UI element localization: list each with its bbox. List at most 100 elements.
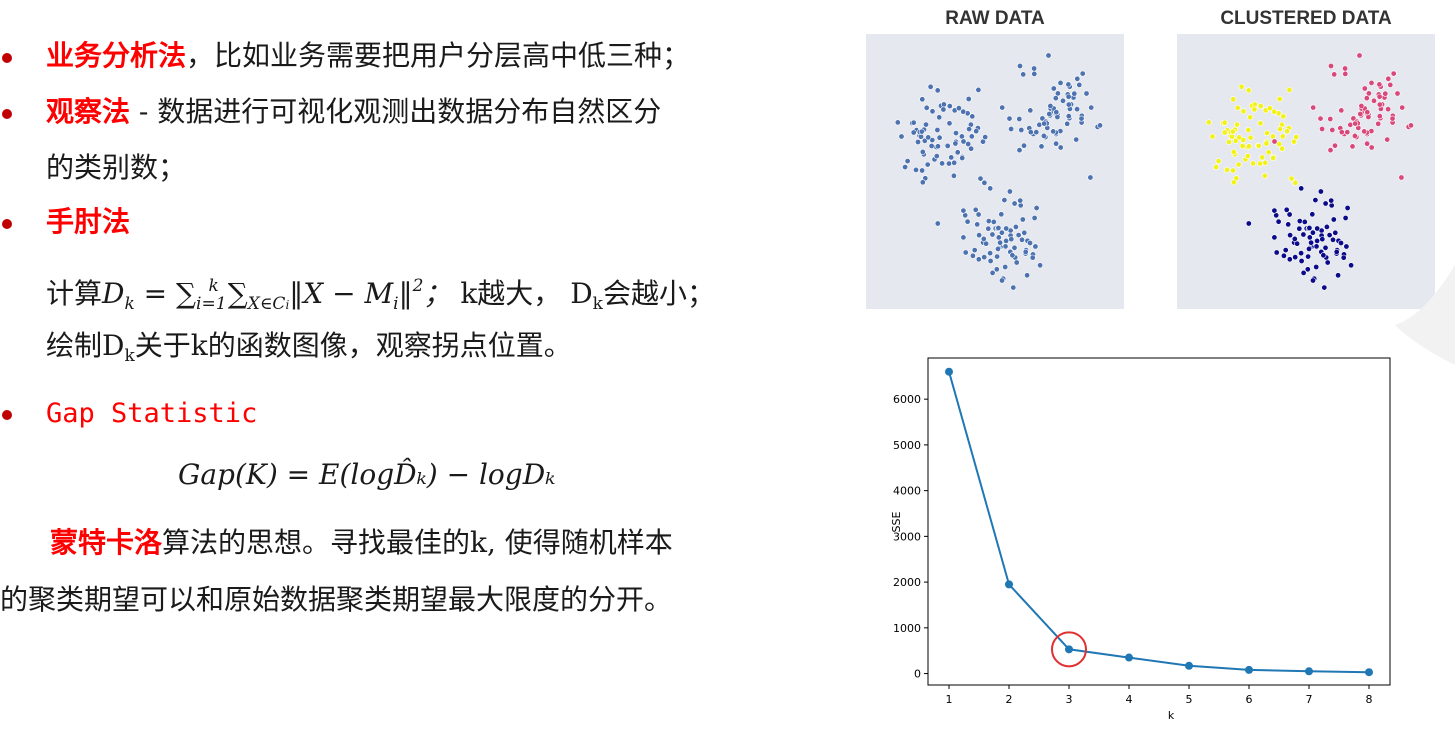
raw-point [997, 239, 1004, 246]
cluster-point [1257, 103, 1264, 110]
cluster-point [1310, 277, 1317, 284]
cluster-point [1271, 108, 1278, 115]
raw-point [968, 133, 975, 140]
raw-point [1027, 240, 1034, 247]
cluster-point [1344, 205, 1351, 212]
raw-point [1024, 272, 1031, 279]
x-tick-label: 6 [1246, 693, 1253, 706]
raw-point [982, 134, 989, 141]
raw-point [919, 167, 926, 174]
sse-point [1185, 661, 1193, 670]
cluster-point [1349, 143, 1356, 150]
cluster-point [1296, 218, 1303, 225]
cluster-point [1342, 65, 1349, 72]
raw-point [939, 160, 946, 167]
raw-point [1037, 262, 1044, 269]
raw-point [934, 220, 941, 227]
bullet-dot [2, 53, 12, 63]
raw-point [960, 207, 967, 214]
raw-point [919, 179, 926, 186]
cluster-point [1257, 120, 1264, 127]
cluster-point [1213, 164, 1220, 171]
cluster-point [1352, 120, 1359, 127]
cluster-point [1276, 141, 1283, 148]
raw-point [1032, 243, 1039, 250]
cluster-point [1314, 237, 1321, 244]
raw-point [910, 119, 917, 126]
cluster-point [1233, 121, 1240, 128]
cluster-point [1223, 166, 1230, 173]
cluster-point [1239, 143, 1246, 150]
cluster-point [1229, 128, 1236, 135]
y-tick-label: 1000 [893, 622, 921, 635]
raw-point [1071, 90, 1078, 97]
cluster-point [1324, 259, 1331, 266]
raw-point [919, 96, 926, 103]
raw-point [1015, 232, 1022, 239]
sse-line [948, 371, 1370, 674]
cluster-point [1306, 225, 1313, 232]
cluster-point [1205, 119, 1212, 126]
cluster-point [1271, 138, 1278, 145]
y-tick-label: 4000 [893, 485, 921, 498]
cluster-point [1310, 104, 1317, 111]
cluster-point [1235, 161, 1242, 168]
cluster-point [1306, 234, 1313, 241]
raw-point [1010, 284, 1017, 291]
raw-point [954, 149, 961, 156]
y-tick-label: 5000 [893, 439, 921, 452]
cluster-point [1282, 247, 1289, 254]
cluster-point [1376, 81, 1383, 88]
cluster-point [1275, 218, 1282, 225]
raw-point [1013, 259, 1020, 266]
cluster-point [1280, 252, 1287, 259]
cluster-point [1230, 96, 1237, 103]
raw-point [1052, 95, 1059, 102]
plot-prefix: 绘制 [46, 329, 103, 362]
cluster-point [1240, 137, 1247, 144]
raw-point [1031, 215, 1038, 222]
cluster-point [1351, 132, 1358, 139]
raw-point [1057, 144, 1064, 151]
sse-point [1245, 665, 1253, 674]
raw-point [1003, 225, 1010, 232]
observe-text: - 数据进行可视化观测出数据分布自然区分 [130, 95, 662, 128]
raw-point [1019, 236, 1026, 243]
cluster-point [1368, 144, 1375, 151]
cluster-point [1385, 106, 1392, 113]
raw-point [980, 235, 987, 242]
raw-point [1008, 236, 1015, 243]
sse-point [1305, 667, 1313, 676]
cluster-point [1284, 128, 1291, 135]
raw-point [987, 250, 994, 257]
cluster-point [1389, 115, 1396, 122]
raw-point [1065, 81, 1072, 88]
cluster-point [1280, 113, 1287, 120]
raw-point [971, 247, 978, 254]
raw-point [989, 269, 996, 276]
bullet-dot [2, 109, 12, 119]
cluster-point [1309, 229, 1316, 236]
cluster-point [1247, 134, 1254, 141]
cluster-point [1332, 142, 1339, 149]
y-tick-label: 3000 [893, 530, 921, 543]
elbow-formula-line: 计算Dk = ∑i=1k ∑X∈Ci‖X − Mi‖2； k越大， Dk会越小； [46, 266, 715, 325]
raw-point [918, 128, 925, 135]
cluster-point [1246, 143, 1253, 150]
gap-statistic-label: Gap Statistic [46, 398, 258, 429]
cluster-point [1338, 240, 1345, 247]
raw-point [904, 158, 911, 165]
raw-point [1078, 115, 1085, 122]
raw-point [1045, 52, 1052, 59]
cluster-point [1376, 93, 1383, 100]
sse-points [945, 367, 1373, 677]
cluster-point [1319, 126, 1326, 133]
raw-point [977, 175, 984, 182]
raw-point [1057, 79, 1064, 86]
cluster-point [1287, 232, 1294, 239]
raw-point [914, 139, 921, 146]
cluster-point [1236, 134, 1243, 141]
cluster-point [1319, 236, 1326, 243]
cluster-point [1288, 175, 1295, 182]
clustered-data-panel [1177, 14, 1443, 309]
